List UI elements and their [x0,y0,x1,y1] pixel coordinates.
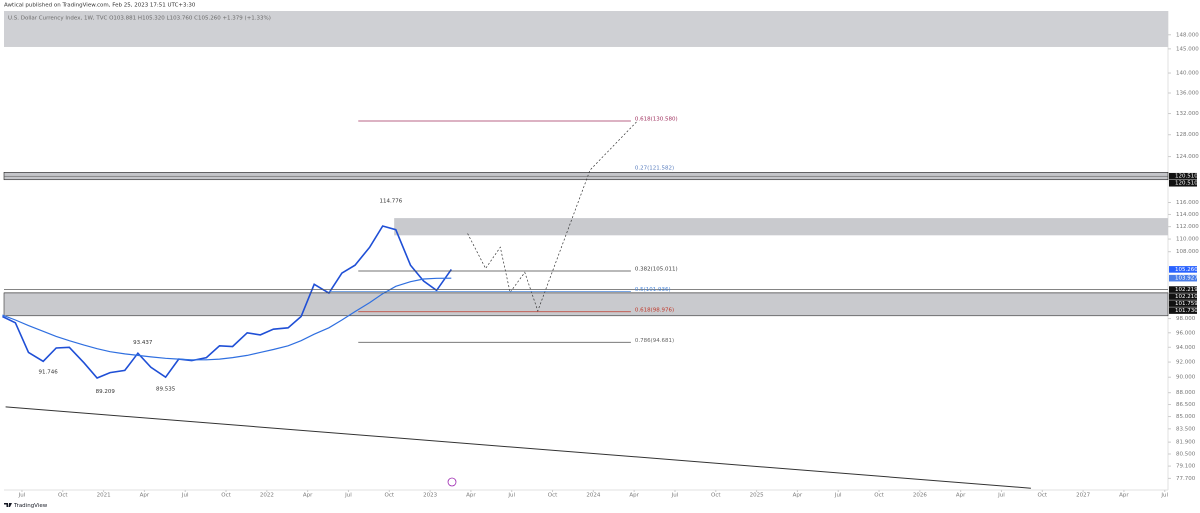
price-line [2,277,452,361]
price-label-box [1169,172,1197,180]
x-tick-label: Apr [629,493,639,499]
price-label-box [1169,286,1197,293]
price-label: 103.927 [1175,276,1198,282]
y-tick-label: 90.000 [1176,375,1196,381]
fib-label: 0.618(98.976) [635,307,674,313]
y-tick-label: 94.000 [1176,345,1196,351]
tradingview-logo: TradingView [4,503,48,509]
x-tick-label: 2022 [260,493,274,499]
x-tick-label: Apr [956,493,966,499]
price-annotation: 89.209 [96,389,116,395]
y-tick-label: 96.000 [1176,330,1196,336]
price-annotation: 93.437 [133,340,153,346]
price-annotation: 114.776 [380,198,403,204]
x-tick-label: 2023 [423,493,437,499]
price-zone [394,218,1168,236]
y-tick-label: 80.500 [1176,452,1196,458]
y-tick-label: 124.000 [1176,154,1199,160]
fib-label: 0.5(101.936) [635,287,671,293]
price-label-box [1169,293,1197,300]
x-tick-label: Oct [548,493,558,499]
trendline [5,406,1031,489]
publisher-header: Awtical published on TradingView.com, Fe… [4,3,196,9]
x-tick-label: Oct [385,493,395,499]
x-tick-label: Apr [793,493,803,499]
x-tick-label: Jul [344,493,352,499]
symbol-legend: U.S. Dollar Currency Index, 1W, TVC O103… [8,16,271,22]
x-tick-label: Oct [711,493,721,499]
price-annotation: 91.746 [38,369,58,375]
price-label-box [1169,179,1197,187]
y-tick-label: 85.000 [1176,414,1196,420]
x-tick-label: Oct [1038,493,1048,499]
x-tick-label: Jul [997,493,1005,499]
price-label: 102.210 [1175,294,1198,300]
y-tick-label: 83.500 [1176,426,1196,432]
x-tick-label: Jul [1160,493,1168,499]
price-label: 105.260 [1175,267,1198,273]
x-tick-label: Jul [507,493,515,499]
y-tick-label: 110.000 [1176,237,1199,243]
y-tick-label: 92.000 [1176,360,1196,366]
event-icon[interactable] [447,477,457,487]
x-tick-label: Oct [221,493,231,499]
y-tick-label: 108.000 [1176,249,1199,255]
y-tick-label: 148.000 [1176,32,1199,38]
x-tick-label: Apr [1119,493,1129,499]
price-label: 101.759 [1175,301,1198,307]
y-tick-label: 136.000 [1176,90,1199,96]
price-annotation: 89.535 [156,386,176,392]
y-tick-label: 79.100 [1176,464,1196,470]
x-tick-label: Apr [303,493,313,499]
y-tick-label: 112.000 [1176,224,1199,230]
y-tick-label: 132.000 [1176,111,1199,117]
price-zone [3,292,1169,317]
x-tick-label: 2027 [1076,493,1090,499]
y-tick-label: 140.000 [1176,71,1199,77]
price-label-box [1169,300,1197,307]
fib-label: 0.382(105.011) [635,267,678,273]
x-tick-label: 2024 [586,493,600,499]
y-tick-label: 114.000 [1176,212,1199,218]
x-tick-label: Apr [140,493,150,499]
price-label: 102.219 [1175,287,1198,293]
x-tick-label: Jul [834,493,842,499]
logo-text: TradingView [13,503,48,509]
x-tick-label: Oct [874,493,884,499]
x-tick-label: Jul [18,493,26,499]
price-label: 101.730 [1175,308,1198,314]
fib-label: 0.618(130.580) [635,116,678,122]
price-label-box [1169,274,1197,282]
y-tick-label: 98.000 [1176,316,1196,322]
y-tick-label: 86.500 [1176,402,1196,408]
price-line [2,225,452,379]
y-tick-label: 145.000 [1176,46,1199,52]
fib-label: 0.27(121.582) [635,166,674,172]
price-label-box [1169,307,1197,314]
x-tick-label: 2025 [750,493,764,499]
x-tick-label: Oct [58,493,68,499]
price-label: 120.510 [1175,181,1198,187]
price-label: 120.510 [1175,174,1198,180]
x-tick-label: Jul [181,493,189,499]
y-tick-label: 88.000 [1176,390,1196,396]
y-tick-label: 116.000 [1176,200,1199,206]
x-tick-label: 2026 [913,493,927,499]
logo-mark [4,503,12,507]
y-tick-label: 77.700 [1176,476,1196,482]
price-label-box [1169,266,1197,273]
price-zone [4,11,1168,47]
y-tick-label: 128.000 [1176,132,1199,138]
x-tick-label: Apr [466,493,476,499]
x-tick-label: Jul [671,493,679,499]
x-tick-label: 2021 [97,493,111,499]
y-tick-label: 81.900 [1176,440,1196,446]
fib-label: 0.786(94.681) [635,338,674,344]
